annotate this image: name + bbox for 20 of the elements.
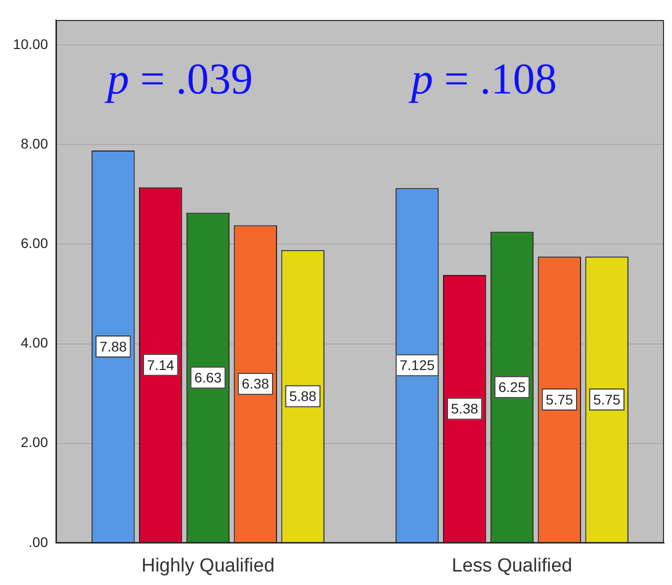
data-label: 5.88 [289, 388, 317, 404]
x-tick-label: Less Qualified [452, 556, 572, 577]
data-label: 7.14 [146, 356, 174, 373]
data-label: 5.38 [450, 400, 478, 417]
data-label: 5.75 [593, 391, 621, 408]
data-label: 6.38 [242, 376, 270, 392]
x-tick-label: Highly Qualified [141, 556, 275, 577]
y-tick-label: .00 [28, 534, 48, 550]
annotation: p = .039 [104, 54, 253, 104]
y-tick-label: 6.00 [20, 235, 48, 251]
annotation: p = .108 [408, 54, 557, 104]
data-label: 7.88 [100, 338, 127, 354]
data-label: 7.125 [400, 357, 435, 374]
data-label: 6.63 [194, 369, 222, 386]
y-tick-label: 10.00 [12, 36, 48, 52]
y-tick-label: 8.00 [20, 135, 48, 152]
data-label: 5.75 [546, 391, 574, 408]
y-tick-label: 2.00 [20, 434, 48, 450]
data-label: 6.25 [498, 378, 526, 395]
y-tick-label: 4.00 [20, 334, 48, 351]
